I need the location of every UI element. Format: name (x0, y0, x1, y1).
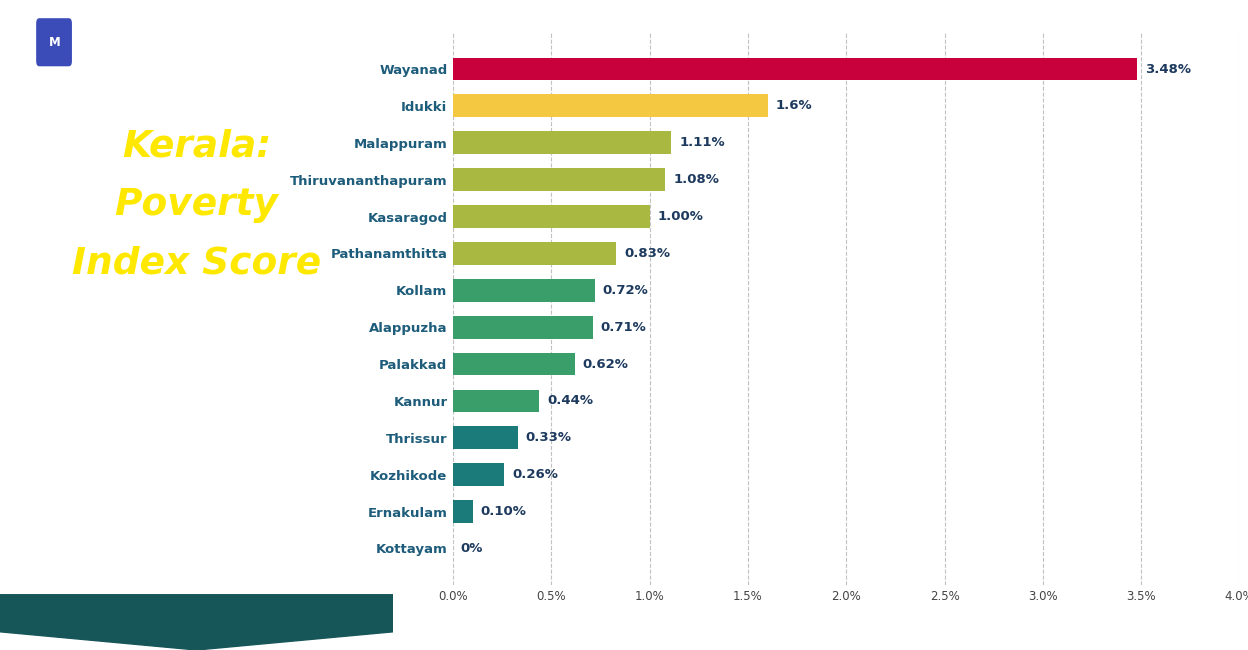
Text: 1.6%: 1.6% (775, 99, 812, 112)
Text: 1.00%: 1.00% (658, 210, 704, 223)
Bar (453, 389, 539, 412)
Text: 1.08%: 1.08% (673, 173, 719, 186)
Text: 0.62%: 0.62% (583, 358, 629, 370)
Text: 0.26%: 0.26% (512, 468, 558, 481)
Text: 0.71%: 0.71% (600, 320, 646, 333)
Polygon shape (0, 595, 393, 650)
Bar (453, 500, 473, 523)
Bar (453, 463, 504, 486)
Bar (453, 168, 665, 191)
Text: 3.48%: 3.48% (1146, 62, 1191, 75)
Text: ON: ON (89, 34, 115, 50)
Bar (453, 94, 768, 118)
Text: Poverty: Poverty (115, 187, 278, 223)
Text: Kerala:: Kerala: (122, 128, 271, 164)
Bar (453, 426, 518, 449)
Text: 0.83%: 0.83% (624, 247, 670, 260)
Text: M: M (49, 36, 60, 49)
Bar (453, 58, 1137, 81)
Text: Percentage of
population
who are
multidimensionally
poor in
each district: Percentage of population who are multidi… (107, 352, 286, 499)
Text: 0.44%: 0.44% (548, 395, 593, 408)
Text: 0.72%: 0.72% (603, 284, 648, 297)
Text: 0%: 0% (461, 542, 483, 555)
Text: 0.33%: 0.33% (525, 432, 572, 445)
Bar (453, 205, 649, 228)
Text: 1.11%: 1.11% (679, 136, 725, 150)
Bar (453, 316, 593, 339)
FancyBboxPatch shape (36, 18, 72, 66)
Bar (453, 279, 594, 302)
Bar (453, 353, 575, 376)
Text: 0.10%: 0.10% (480, 505, 527, 518)
Text: Index Score: Index Score (72, 245, 321, 281)
Bar (453, 242, 617, 265)
Text: manorama: manorama (140, 34, 223, 50)
Bar (453, 131, 671, 154)
